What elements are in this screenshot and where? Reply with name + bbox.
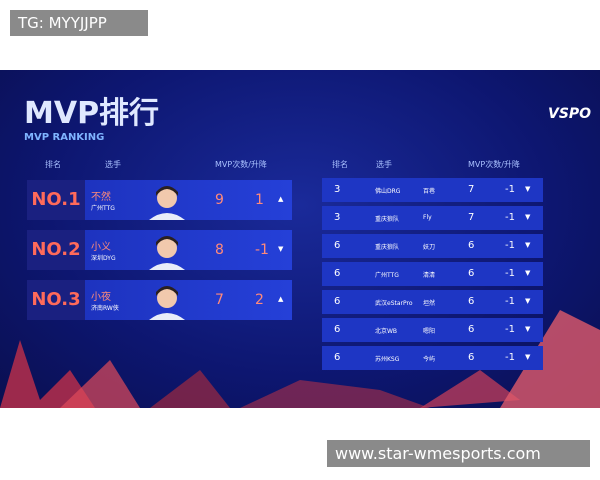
rank: 6 <box>334 240 341 251</box>
trend-arrow: ▼ <box>525 185 531 193</box>
team-name: 重庆狼队 <box>375 244 400 251</box>
mvp-count: 7 <box>215 292 224 308</box>
team-name: 苏州KSG <box>375 356 400 363</box>
player-name: 妖刀 <box>423 244 436 251</box>
rank: 6 <box>334 296 341 307</box>
watermark: TG: MYYJJPP <box>10 10 148 36</box>
column-header: 选手 <box>105 160 121 169</box>
subtitle: MVP RANKING <box>24 132 105 143</box>
trend-arrow: ▼ <box>525 213 531 221</box>
trend-arrow: ▼ <box>525 269 531 277</box>
ranking-row: NO.3 小夜济南RW侠 7 2 ▲ <box>27 280 292 320</box>
title: MVP排行 <box>24 96 160 131</box>
ranking-row: 6 北京WB 嗯阳 6 -1 ▼ <box>322 318 543 342</box>
mvp-count: 7 <box>468 212 475 223</box>
trend-arrow: ▼ <box>525 353 531 361</box>
player-name: 小夜 <box>91 292 111 303</box>
team-name: 广州TTG <box>91 205 115 212</box>
mvp-change: -1 <box>505 296 515 307</box>
ranking-row: NO.2 小义深圳DYG 8 -1 ▼ <box>27 230 292 270</box>
ranking-row: 6 重庆狼队 妖刀 6 -1 ▼ <box>322 234 543 258</box>
mvp-change: -1 <box>505 352 515 363</box>
mvp-count: 6 <box>468 324 475 335</box>
mvp-change: -1 <box>505 268 515 279</box>
trend-arrow: ▼ <box>525 325 531 333</box>
team-name: 北京WB <box>375 328 398 335</box>
mvp-count: 9 <box>215 192 224 208</box>
player-name: 不然 <box>91 192 111 203</box>
mvp-change: 1 <box>255 192 264 208</box>
mvp-change: -1 <box>505 324 515 335</box>
team-name: 佛山DRG <box>375 188 401 195</box>
avatar <box>145 280 189 320</box>
mvp-count: 6 <box>468 352 475 363</box>
rank: NO.3 <box>27 280 85 320</box>
mvp-change: -1 <box>505 212 515 223</box>
team-name: 济南RW侠 <box>91 305 119 312</box>
trend-arrow: ▲ <box>278 295 284 303</box>
column-header: 排名 <box>332 160 348 169</box>
mvp-count: 6 <box>468 268 475 279</box>
rank: 6 <box>334 352 341 363</box>
rank: NO.1 <box>27 180 85 220</box>
trend-arrow: ▼ <box>525 241 531 249</box>
column-header: MVP次数/升降 <box>468 160 520 169</box>
crystal-decoration <box>0 310 600 408</box>
player-name: 清清 <box>423 272 436 279</box>
mvp-change: -1 <box>505 184 515 195</box>
player-name: 小义 <box>91 242 111 253</box>
rank: 3 <box>334 212 341 223</box>
mvp-change: -1 <box>505 240 515 251</box>
player-name: 今屿 <box>423 356 436 363</box>
column-header: 排名 <box>45 160 61 169</box>
player-name: 百巷 <box>423 188 436 195</box>
ranking-row: 3 重庆狼队 Fly 7 -1 ▼ <box>322 206 543 230</box>
ranking-row: 3 佛山DRG 百巷 7 -1 ▼ <box>322 178 543 202</box>
ranking-row: 6 武汉eStarPro 坦然 6 -1 ▼ <box>322 290 543 314</box>
mvp-count: 6 <box>468 296 475 307</box>
player-name: Fly <box>423 214 432 221</box>
rank: 3 <box>334 184 341 195</box>
mvp-change: 2 <box>255 292 264 308</box>
rank: 6 <box>334 324 341 335</box>
player-name: 坦然 <box>423 300 436 307</box>
trend-arrow: ▲ <box>278 195 284 203</box>
column-header: 选手 <box>376 160 392 169</box>
team-name: 深圳DYG <box>91 255 116 262</box>
player-name: 嗯阳 <box>423 328 436 335</box>
ranking-row: NO.1 不然广州TTG 9 1 ▲ <box>27 180 292 220</box>
mvp-count: 6 <box>468 240 475 251</box>
rank: NO.2 <box>27 230 85 270</box>
team-name: 重庆狼队 <box>375 216 400 223</box>
avatar <box>145 230 189 270</box>
mvp-count: 8 <box>215 242 224 258</box>
avatar <box>145 180 189 220</box>
ranking-row: 6 苏州KSG 今屿 6 -1 ▼ <box>322 346 543 370</box>
team-name: 武汉eStarPro <box>375 300 413 307</box>
ranking-row: 6 广州TTG 清清 6 -1 ▼ <box>322 262 543 286</box>
rank: 6 <box>334 268 341 279</box>
team-name: 广州TTG <box>375 272 399 279</box>
column-header: MVP次数/升降 <box>215 160 267 169</box>
ranking-panel: MVP排行 MVP RANKING VSPO 排名 选手 MVP次数/升降 排名 选手 M… <box>0 70 600 408</box>
watermark: www.star-wmesports.com <box>327 440 590 467</box>
mvp-change: -1 <box>255 242 269 258</box>
trend-arrow: ▼ <box>278 245 284 253</box>
trend-arrow: ▼ <box>525 297 531 305</box>
logo: VSPO <box>548 106 592 122</box>
mvp-count: 7 <box>468 184 475 195</box>
